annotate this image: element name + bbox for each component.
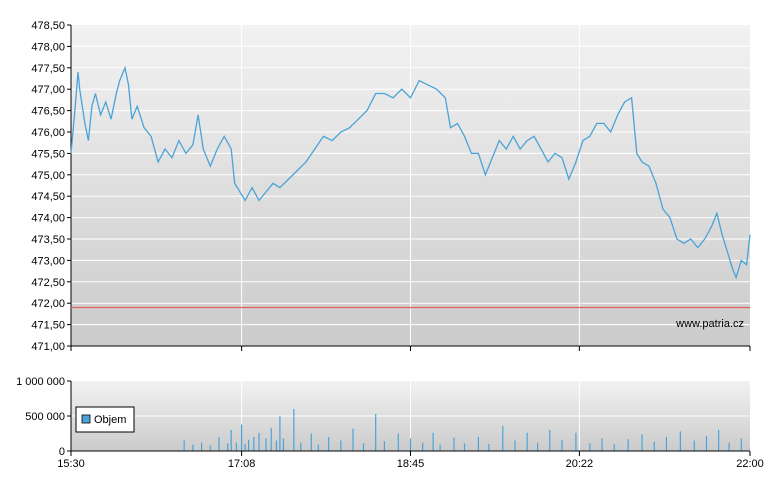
price-y-tick-label: 471,50 [31, 320, 65, 332]
volume-legend: Objem [75, 406, 135, 433]
price-y-tick-label: 474,00 [31, 213, 65, 225]
x-tick-label: 15:30 [57, 458, 85, 470]
price-y-tick-label: 477,50 [31, 63, 65, 75]
volume-panel: 0 500 000 1 000 000 15:30 17:08 18:45 20:22 22… [16, 376, 764, 470]
price-y-tick-label: 473,50 [31, 234, 65, 246]
price-y-tick-label: 475,50 [31, 148, 65, 160]
price-grid [71, 25, 750, 346]
price-y-tick-label: 473,00 [31, 255, 65, 267]
volume-grid [71, 381, 750, 451]
price-y-tick-label: 478,50 [31, 20, 65, 32]
price-y-tick-label: 474,50 [31, 191, 65, 203]
price-series-line [70, 65, 751, 280]
volume-bars [183, 409, 742, 451]
price-y-tick-label: 475,00 [31, 170, 65, 182]
x-axis-time-labels: 15:30 17:08 18:45 20:22 22:00 [57, 451, 764, 470]
legend-swatch [81, 414, 91, 424]
x-tick-label: 22:00 [736, 458, 764, 470]
volume-y-tick-label: 0 [59, 446, 65, 458]
legend-label: Objem [94, 414, 126, 426]
price-y-tick-label: 478,00 [31, 41, 65, 53]
price-y-tick-label: 472,00 [31, 298, 65, 310]
price-x-ticks [70, 346, 751, 351]
volume-y-tick-label: 500 000 [25, 411, 65, 423]
price-y-tick-label: 476,50 [31, 106, 65, 118]
price-y-tick-label: 477,00 [31, 84, 65, 96]
price-y-tick-label: 476,00 [31, 127, 65, 139]
volume-y-tick-label: 1 000 000 [16, 376, 65, 388]
x-tick-label: 20:22 [566, 458, 594, 470]
x-tick-label: 18:45 [397, 458, 425, 470]
watermark: www.patria.cz [675, 318, 744, 330]
volume-y-axis: 0 500 000 1 000 000 [16, 376, 71, 458]
x-tick-label: 17:08 [228, 458, 256, 470]
price-y-tick-label: 472,50 [31, 277, 65, 289]
price-panel: 471,00 471,50 472,00 472,50 473,00 473,50 474,… [31, 20, 751, 353]
price-y-axis: 471,00 471,50 472,00 472,50 473,00 473,50 474,… [31, 20, 71, 353]
price-y-tick-label: 471,00 [31, 341, 65, 353]
